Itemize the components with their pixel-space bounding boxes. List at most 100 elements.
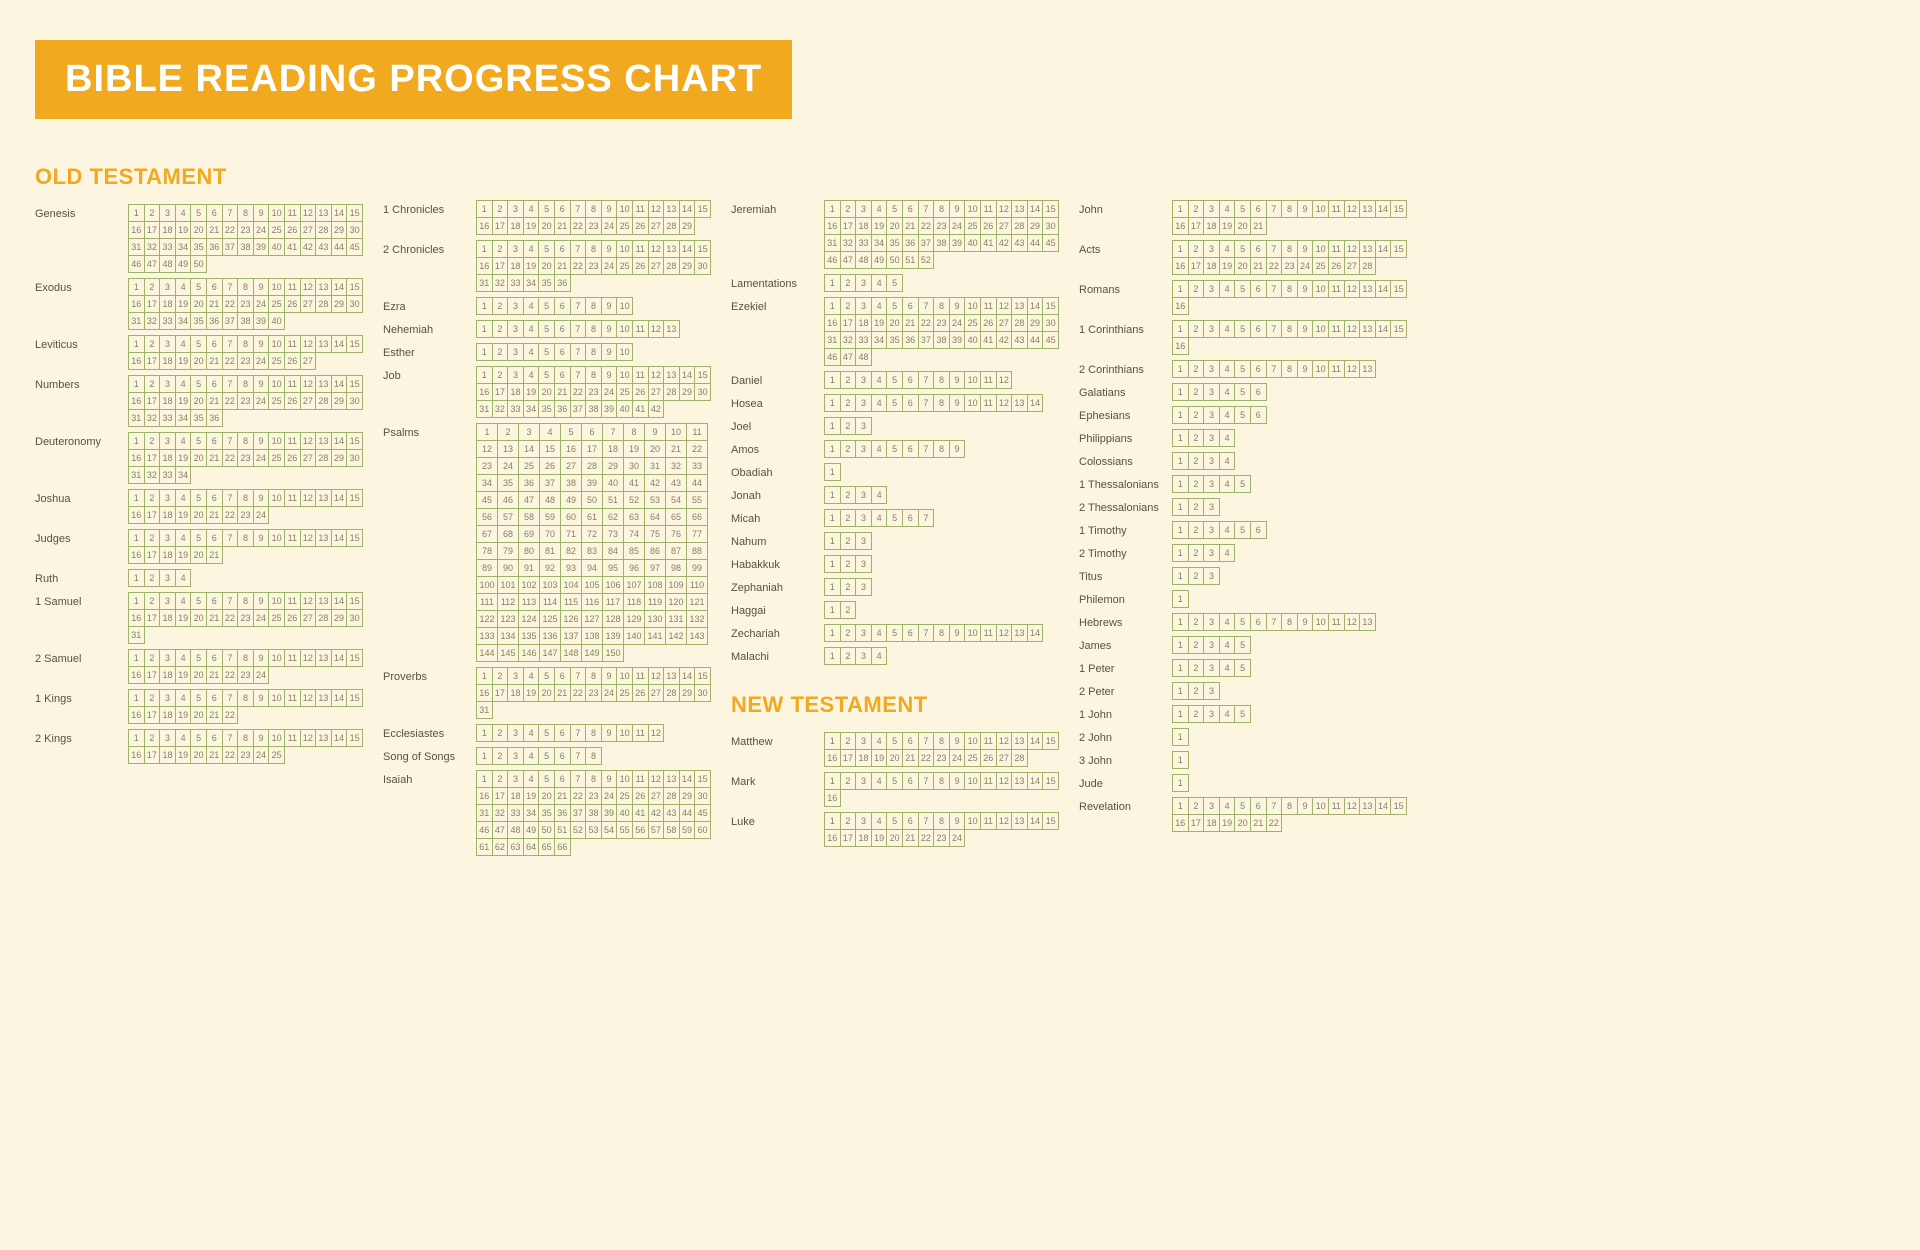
chapter-cell[interactable]: 1 (128, 278, 145, 296)
chapter-cell[interactable]: 4 (175, 432, 192, 450)
chapter-cell[interactable]: 25 (518, 457, 540, 475)
chapter-cell[interactable]: 1 (824, 732, 841, 750)
chapter-cell[interactable]: 73 (602, 525, 624, 543)
chapter-cell[interactable]: 7 (918, 624, 935, 642)
chapter-cell[interactable]: 4 (175, 278, 192, 296)
chapter-cell[interactable]: 6 (206, 278, 223, 296)
chapter-cell[interactable]: 11 (980, 394, 997, 412)
chapter-cell[interactable]: 12 (996, 772, 1013, 790)
chapter-cell[interactable]: 2 (840, 509, 857, 527)
chapter-cell[interactable]: 115 (560, 593, 582, 611)
chapter-cell[interactable]: 15 (346, 689, 363, 707)
chapter-cell[interactable]: 6 (206, 432, 223, 450)
chapter-cell[interactable]: 28 (315, 609, 332, 627)
chapter-cell[interactable]: 15 (694, 366, 711, 384)
chapter-cell[interactable]: 4 (871, 812, 888, 830)
chapter-cell[interactable]: 6 (581, 423, 603, 441)
chapter-cell[interactable]: 1 (824, 440, 841, 458)
chapter-cell[interactable]: 35 (190, 238, 207, 256)
chapter-cell[interactable]: 4 (1219, 636, 1236, 654)
chapter-cell[interactable]: 8 (237, 335, 254, 353)
chapter-cell[interactable]: 28 (315, 295, 332, 313)
chapter-cell[interactable]: 2 (497, 423, 519, 441)
chapter-cell[interactable]: 38 (585, 400, 602, 418)
chapter-cell[interactable]: 1 (1172, 567, 1189, 585)
chapter-cell[interactable]: 15 (1390, 797, 1407, 815)
chapter-cell[interactable]: 3 (159, 569, 176, 587)
chapter-cell[interactable]: 19 (1219, 814, 1236, 832)
chapter-cell[interactable]: 29 (679, 217, 696, 235)
chapter-cell[interactable]: 13 (315, 689, 332, 707)
chapter-cell[interactable]: 2 (144, 729, 161, 747)
chapter-cell[interactable]: 1 (476, 423, 498, 441)
chapter-cell[interactable]: 9 (253, 432, 270, 450)
chapter-cell[interactable]: 20 (190, 706, 207, 724)
chapter-cell[interactable]: 37 (222, 238, 239, 256)
chapter-cell[interactable]: 9 (1297, 320, 1314, 338)
chapter-cell[interactable]: 4 (1219, 360, 1236, 378)
chapter-cell[interactable]: 7 (222, 375, 239, 393)
chapter-cell[interactable]: 125 (539, 610, 561, 628)
chapter-cell[interactable]: 8 (933, 624, 950, 642)
chapter-cell[interactable]: 18 (159, 746, 176, 764)
chapter-cell[interactable]: 4 (523, 366, 540, 384)
chapter-cell[interactable]: 14 (1027, 732, 1044, 750)
chapter-cell[interactable]: 5 (190, 592, 207, 610)
chapter-cell[interactable]: 30 (346, 609, 363, 627)
chapter-cell[interactable]: 2 (840, 555, 857, 573)
chapter-cell[interactable]: 19 (175, 506, 192, 524)
chapter-cell[interactable]: 14 (331, 278, 348, 296)
chapter-cell[interactable]: 4 (523, 320, 540, 338)
chapter-cell[interactable]: 11 (1328, 613, 1345, 631)
chapter-cell[interactable]: 58 (663, 821, 680, 839)
chapter-cell[interactable]: 7 (222, 529, 239, 547)
chapter-cell[interactable]: 27 (560, 457, 582, 475)
chapter-cell[interactable]: 5 (1234, 240, 1251, 258)
chapter-cell[interactable]: 9 (949, 624, 966, 642)
chapter-cell[interactable]: 146 (518, 644, 540, 662)
chapter-cell[interactable]: 55 (686, 491, 708, 509)
chapter-cell[interactable]: 39 (581, 474, 603, 492)
chapter-cell[interactable]: 5 (190, 529, 207, 547)
chapter-cell[interactable]: 3 (1203, 360, 1220, 378)
chapter-cell[interactable]: 27 (300, 609, 317, 627)
chapter-cell[interactable]: 29 (331, 221, 348, 239)
chapter-cell[interactable]: 56 (476, 508, 498, 526)
chapter-cell[interactable]: 18 (159, 506, 176, 524)
chapter-cell[interactable]: 114 (539, 593, 561, 611)
chapter-cell[interactable]: 5 (1234, 521, 1251, 539)
chapter-cell[interactable]: 37 (918, 234, 935, 252)
chapter-cell[interactable]: 18 (507, 383, 524, 401)
chapter-cell[interactable]: 1 (824, 371, 841, 389)
chapter-cell[interactable]: 22 (222, 449, 239, 467)
chapter-cell[interactable]: 4 (871, 297, 888, 315)
chapter-cell[interactable]: 22 (918, 314, 935, 332)
chapter-cell[interactable]: 19 (175, 609, 192, 627)
chapter-cell[interactable]: 1 (476, 240, 493, 258)
chapter-cell[interactable]: 16 (128, 221, 145, 239)
chapter-cell[interactable]: 8 (585, 343, 602, 361)
chapter-cell[interactable]: 13 (663, 770, 680, 788)
chapter-cell[interactable]: 1 (1172, 452, 1189, 470)
chapter-cell[interactable]: 4 (1219, 705, 1236, 723)
chapter-cell[interactable]: 5 (1234, 636, 1251, 654)
chapter-cell[interactable]: 5 (190, 489, 207, 507)
chapter-cell[interactable]: 101 (497, 576, 519, 594)
chapter-cell[interactable]: 27 (996, 749, 1013, 767)
chapter-cell[interactable]: 3 (855, 394, 872, 412)
chapter-cell[interactable]: 13 (315, 649, 332, 667)
chapter-cell[interactable]: 4 (871, 732, 888, 750)
chapter-cell[interactable]: 62 (492, 838, 509, 856)
chapter-cell[interactable]: 12 (300, 689, 317, 707)
chapter-cell[interactable]: 7 (918, 812, 935, 830)
chapter-cell[interactable]: 40 (602, 474, 624, 492)
chapter-cell[interactable]: 10 (268, 489, 285, 507)
chapter-cell[interactable]: 28 (315, 449, 332, 467)
chapter-cell[interactable]: 2 (1188, 406, 1205, 424)
chapter-cell[interactable]: 84 (602, 542, 624, 560)
chapter-cell[interactable]: 34 (175, 312, 192, 330)
chapter-cell[interactable]: 10 (616, 366, 633, 384)
chapter-cell[interactable]: 6 (554, 366, 571, 384)
chapter-cell[interactable]: 13 (1011, 812, 1028, 830)
chapter-cell[interactable]: 10 (268, 278, 285, 296)
